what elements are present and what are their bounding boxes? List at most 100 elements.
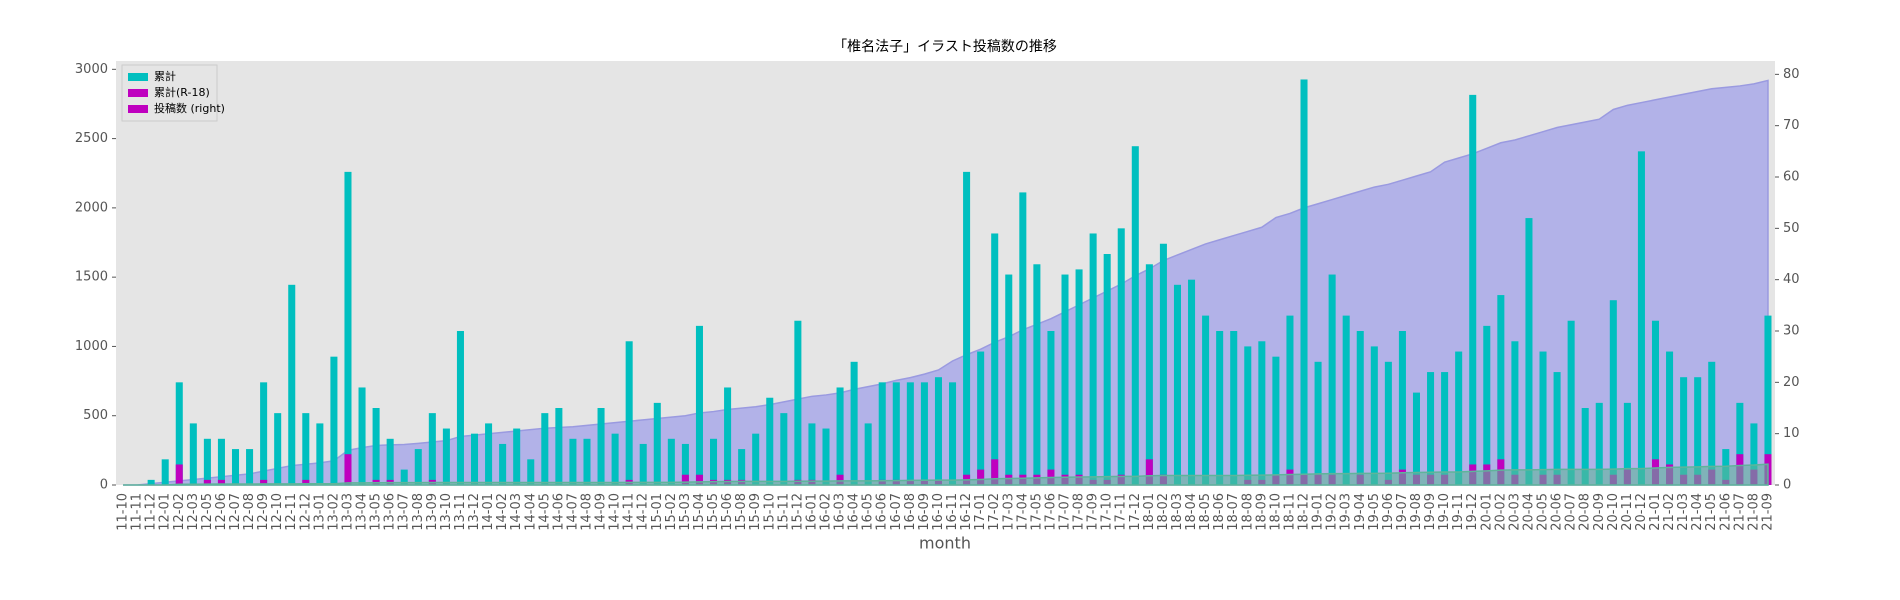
bar: [667, 438, 675, 485]
bar: [1159, 243, 1167, 485]
x-tick-label: 12-12: [298, 493, 313, 531]
bar: [1202, 315, 1210, 485]
bar: [1525, 218, 1533, 485]
bar: [541, 413, 549, 485]
bar: [1581, 408, 1589, 485]
bar: [344, 454, 352, 485]
x-tick-label: 12-03: [186, 493, 201, 531]
bar: [358, 387, 366, 485]
x-tick-label: 16-12: [959, 493, 974, 531]
bar: [1637, 151, 1645, 486]
x-tick-label: 17-12: [1128, 493, 1143, 531]
x-tick-label: 20-09: [1592, 493, 1607, 531]
area: [123, 463, 1769, 486]
x-tick-label: 12-11: [284, 493, 299, 531]
x-tick-label: 13-06: [383, 493, 398, 531]
x-tick-label: 15-03: [678, 493, 693, 531]
bar: [1019, 192, 1027, 486]
legend-label: 累計: [154, 69, 176, 83]
bar: [400, 469, 408, 485]
y-tick-label: 500: [83, 408, 108, 423]
x-tick-label: 14-07: [565, 493, 580, 531]
bar: [1764, 315, 1772, 485]
x-tick-label: 11-11: [130, 493, 145, 531]
bar: [203, 479, 211, 485]
x-tick-label: 18-03: [1170, 493, 1185, 531]
x-tick-label: 12-06: [214, 493, 229, 531]
x-tick-label: 14-04: [523, 493, 538, 531]
x-tick-label: 15-02: [664, 493, 679, 531]
x-tick-label: 19-05: [1367, 493, 1382, 531]
x-tick-label: 12-08: [242, 493, 257, 531]
bar: [217, 438, 225, 485]
x-tick-label: 13-03: [340, 493, 355, 531]
x-tick-label: 20-02: [1493, 493, 1508, 531]
x-tick-label: 15-10: [762, 493, 777, 531]
bar: [1089, 233, 1097, 485]
y-tick-label: 0: [100, 478, 108, 493]
x-tick-label: 16-03: [833, 493, 848, 531]
bar: [1145, 459, 1153, 485]
x-tick-label: 20-03: [1507, 493, 1522, 531]
x-tick-label: 16-10: [931, 493, 946, 531]
bar: [1188, 279, 1196, 485]
bar: [836, 387, 844, 485]
bar: [724, 387, 732, 485]
x-tick-label: 11-10: [116, 493, 131, 531]
x-tick-label: 17-05: [1029, 493, 1044, 531]
bar: [710, 438, 718, 485]
x-tick-label: 13-02: [326, 493, 341, 531]
x-tick-label: 12-10: [270, 493, 285, 531]
bar: [1567, 320, 1575, 485]
bar: [822, 428, 830, 485]
bar: [949, 382, 957, 485]
bar: [808, 423, 816, 485]
x-tick-label: 13-10: [439, 493, 454, 531]
x-tick-label: 14-10: [608, 493, 623, 531]
x-tick-label: 20-06: [1550, 493, 1565, 531]
bar: [695, 325, 703, 485]
x-axis-label: month: [919, 534, 971, 553]
x-tick-label: 17-03: [1001, 493, 1016, 531]
y2-tick-label: 60: [1783, 170, 1800, 185]
area: [123, 79, 1769, 486]
x-tick-label: 14-02: [495, 493, 510, 531]
bar: [1230, 331, 1238, 485]
x-tick-label: 19-06: [1381, 493, 1396, 531]
x-tick-label: 14-01: [481, 493, 496, 531]
x-tick-label: 15-05: [706, 493, 721, 531]
legend-swatch: [128, 73, 148, 81]
y-tick-label: 2500: [75, 131, 108, 146]
x-tick-label: 13-08: [411, 493, 426, 531]
bar: [1680, 377, 1688, 485]
bar: [442, 428, 450, 485]
bar: [780, 413, 788, 485]
x-tick-label: 13-12: [467, 493, 482, 531]
bar: [1370, 346, 1378, 485]
x-tick-label: 16-01: [804, 493, 819, 531]
bar: [1511, 341, 1519, 485]
bar: [217, 479, 225, 485]
bar: [991, 233, 999, 485]
x-tick-label: 11-12: [144, 493, 159, 531]
x-tick-label: 20-10: [1606, 493, 1621, 531]
bar: [189, 423, 197, 485]
x-tick-label: 19-12: [1465, 493, 1480, 531]
legend-swatch: [128, 105, 148, 113]
bar: [1736, 402, 1744, 485]
x-tick-label: 18-05: [1198, 493, 1213, 531]
bar: [470, 433, 479, 485]
bar: [1469, 94, 1477, 485]
y2-tick-label: 0: [1783, 478, 1791, 493]
bar: [1595, 402, 1603, 485]
x-tick-label: 14-09: [594, 493, 609, 531]
bar: [344, 171, 352, 485]
x-tick-label: 20-05: [1536, 493, 1551, 531]
bar: [695, 474, 703, 485]
x-tick-label: 15-06: [720, 493, 735, 531]
x-tick-label: 18-04: [1184, 493, 1199, 531]
x-tick-label: 18-12: [1297, 493, 1312, 531]
bar: [1328, 274, 1336, 485]
bar: [161, 459, 169, 485]
